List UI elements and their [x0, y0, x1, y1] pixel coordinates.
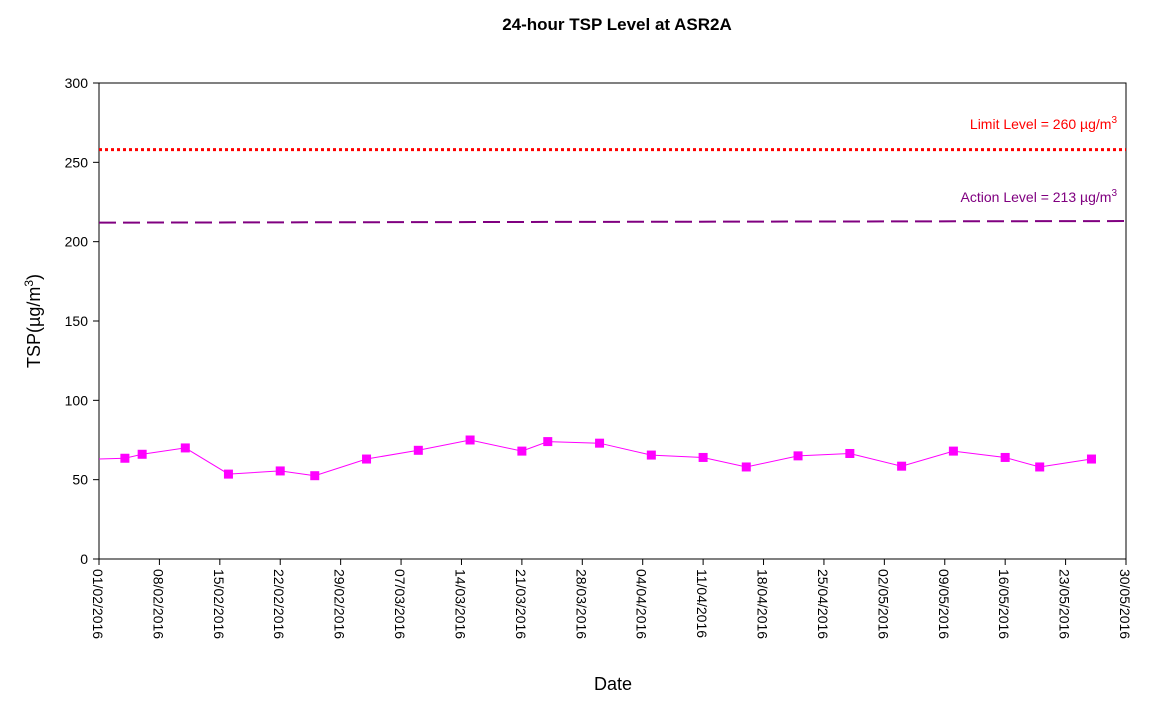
data-point-marker [120, 453, 130, 463]
plot-area-frame [98, 82, 1127, 560]
x-tick-label: 02/05/2016 [875, 569, 891, 639]
data-point-marker [275, 466, 285, 476]
data-point-marker [595, 438, 605, 448]
x-axis: 01/02/2016 08/02/2016 15/02/2016 22/02/2016… [90, 559, 1133, 639]
reference-line-label-superscript: 3 [1111, 115, 1117, 126]
y-axis-label-close: ) [24, 274, 44, 280]
reference-line-label-text: Limit Level = 260 µg/m [970, 116, 1112, 132]
y-tick-label: 150 [65, 313, 89, 329]
data-point-marker [1086, 454, 1096, 464]
y-axis-label-text: TSP(µg/m [24, 287, 44, 368]
data-point-marker [223, 469, 233, 479]
data-point-marker [543, 437, 553, 447]
y-axis-label-superscript: 3 [22, 280, 36, 287]
reference-line-label-text: Action Level = 213 µg/m [961, 189, 1112, 205]
data-series [98, 435, 1096, 481]
x-tick-label: 23/05/2016 [1057, 569, 1073, 639]
chart-title: 24-hour TSP Level at ASR2A [502, 15, 732, 34]
y-tick-label: 300 [65, 75, 89, 91]
x-tick-label: 16/05/2016 [996, 569, 1012, 639]
reference-line-label-superscript: 3 [1111, 188, 1117, 199]
data-point-marker [180, 443, 190, 453]
data-point-marker [793, 451, 803, 461]
y-tick-label: 250 [65, 154, 89, 170]
data-point-marker [1000, 452, 1010, 462]
data-point-marker [741, 462, 751, 472]
data-point-marker [1035, 462, 1045, 472]
data-point-marker [646, 450, 656, 460]
x-tick-label: 28/03/2016 [573, 569, 589, 639]
y-tick-label: 0 [80, 551, 88, 567]
x-tick-label: 11/04/2016 [694, 569, 710, 638]
data-point-marker [897, 461, 907, 471]
data-point-marker [465, 435, 475, 445]
data-point-marker [413, 445, 423, 455]
x-tick-label: 22/02/2016 [271, 569, 287, 639]
x-tick-label: 07/03/2016 [392, 569, 408, 639]
data-point-marker [517, 446, 527, 456]
data-point-marker [698, 452, 708, 462]
data-point-marker [310, 471, 320, 481]
x-tick-label: 18/04/2016 [755, 569, 771, 639]
y-axis-label: TSP(µg/m3) [22, 274, 44, 368]
x-tick-label: 30/05/2016 [1117, 569, 1133, 639]
x-tick-label: 08/02/2016 [150, 569, 166, 639]
reference-line [98, 220, 1127, 224]
y-tick-label: 200 [65, 234, 89, 250]
x-tick-label: 14/03/2016 [452, 569, 468, 639]
y-tick-label: 100 [65, 392, 89, 408]
data-point-marker [137, 449, 147, 459]
y-tick-label: 50 [72, 472, 88, 488]
y-axis: 0 50 100 150 200 250 300 [65, 75, 99, 567]
data-point-marker [362, 454, 372, 464]
x-axis-label: Date [594, 674, 632, 694]
x-tick-label: 21/03/2016 [513, 569, 529, 639]
x-tick-label: 25/04/2016 [815, 569, 831, 639]
x-tick-label: 01/02/2016 [90, 569, 106, 639]
data-point-marker [845, 448, 855, 458]
reference-line-label: Action Level = 213 µg/m3 [961, 188, 1118, 205]
reference-line-label: Limit Level = 260 µg/m3 [970, 115, 1118, 132]
x-tick-label: 15/02/2016 [211, 569, 227, 639]
data-point-marker [948, 446, 958, 456]
x-tick-label: 09/05/2016 [936, 569, 952, 639]
x-tick-label: 29/02/2016 [332, 569, 348, 639]
x-tick-label: 04/04/2016 [634, 569, 650, 639]
